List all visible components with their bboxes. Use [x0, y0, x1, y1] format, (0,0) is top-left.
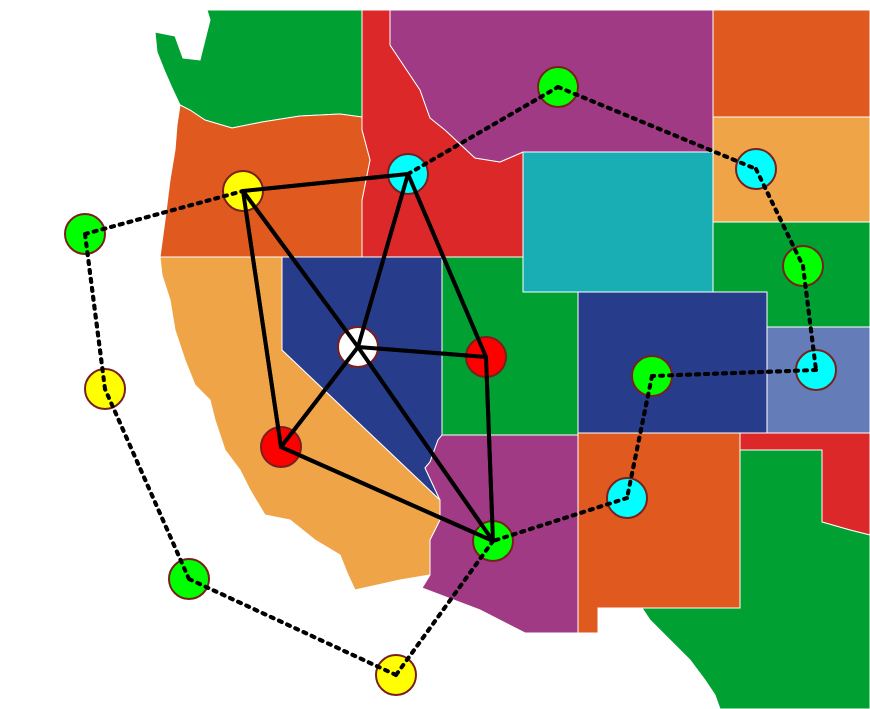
region-new-mexico — [577, 432, 741, 634]
solid-edge-overlay-oregon-node-california-node — [241, 189, 283, 449]
dotted-edge-overlay-kansas-node-colorado-node — [650, 368, 818, 378]
region-texas — [641, 449, 870, 709]
region-north-dakota — [712, 9, 870, 118]
solid-edge-overlay-idaho-node-nevada-node — [356, 172, 410, 349]
edge-overlay — [83, 85, 818, 677]
solid-edge-overlay-nevada-node-california-node — [279, 345, 360, 449]
solid-edge-overlay-oregon-node-nevada-node — [241, 189, 360, 349]
dotted-edge-overlay-south-dakota-node-nebraska-node — [754, 167, 805, 268]
solid-edge-overlay-nevada-node-arizona-node — [356, 345, 495, 543]
dotted-edge-overlay-new-mexico-node-arizona-node — [491, 496, 629, 543]
dotted-edge-overlay-idaho-node-montana-node — [406, 85, 560, 176]
solid-edge-overlay-idaho-node-utah-node — [406, 172, 488, 359]
dotted-edge-pacific-mid-node-pacific-north-node — [83, 232, 107, 391]
dotted-edge-overlay-mexico-node-pacific-south-node — [187, 577, 398, 677]
region-south-dakota — [712, 116, 870, 223]
dotted-edge-overlay-arizona-node-mexico-node — [394, 539, 495, 677]
dotted-edge-overlay-pacific-south-node-pacific-mid-node — [103, 387, 191, 581]
region-colorado — [577, 291, 768, 434]
dotted-edge-overlay-pacific-mid-node-pacific-north-node — [83, 232, 107, 391]
dotted-edge-overlay-nebraska-node-kansas-node — [801, 264, 818, 372]
solid-edge-overlay-nevada-node-utah-node — [356, 345, 488, 359]
solid-edge-overlay-oregon-node-idaho-node — [241, 172, 410, 193]
dotted-edge-overlay-colorado-node-new-mexico-node — [625, 374, 654, 500]
dotted-edge-overlay-pacific-north-node-oregon-node — [83, 189, 245, 236]
solid-edge-overlay-utah-node-arizona-node — [484, 355, 495, 543]
solid-edge-overlay-california-node-arizona-node — [279, 445, 495, 543]
dotted-edge-overlay-montana-node-south-dakota-node — [556, 85, 758, 171]
region-oregon — [159, 104, 371, 258]
region-wyoming — [522, 151, 714, 293]
